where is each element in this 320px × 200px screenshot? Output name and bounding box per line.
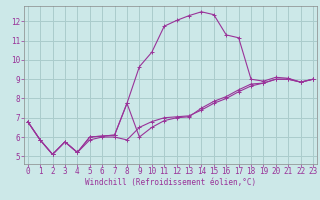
X-axis label: Windchill (Refroidissement éolien,°C): Windchill (Refroidissement éolien,°C): [85, 178, 256, 187]
